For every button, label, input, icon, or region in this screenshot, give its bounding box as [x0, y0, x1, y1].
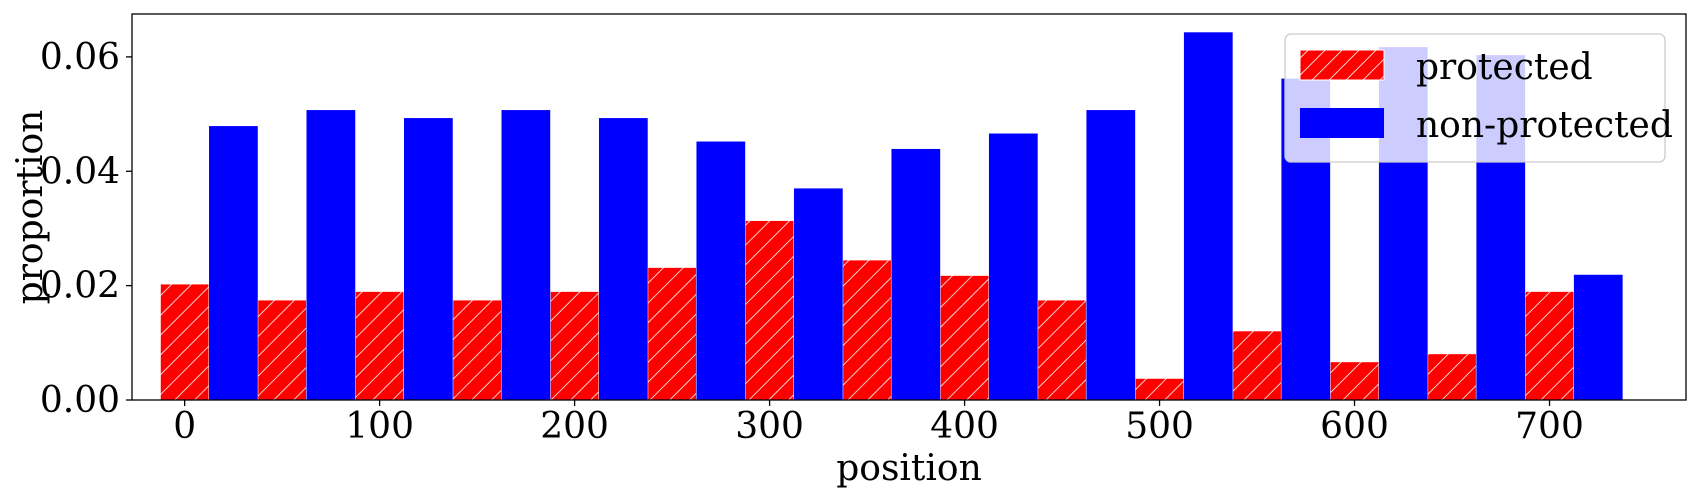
y-tick-label: 0.02: [40, 266, 120, 307]
y-tick-label: 0.06: [40, 37, 120, 78]
bar-non-protected-9: [1086, 110, 1136, 401]
bar-protected-2: [354, 290, 405, 401]
legend: protected non-protected: [1284, 33, 1673, 163]
bar-protected-3: [452, 299, 502, 401]
x-tick-label: 400: [930, 406, 999, 447]
x-tick-label: 100: [345, 406, 414, 447]
bar-non-protected-1: [306, 110, 356, 401]
plot-frame: [131, 13, 1687, 401]
bar-non-protected-6: [793, 188, 843, 400]
bar-protected-5: [647, 266, 697, 401]
bar-non-protected-4: [598, 118, 648, 401]
legend-swatch-non-protected: [1300, 108, 1384, 138]
legend-label-protected: protected: [1416, 47, 1593, 88]
bar-protected-7: [842, 259, 892, 401]
x-axis-label: position: [836, 448, 982, 489]
bar-non-protected-14: [1573, 274, 1623, 400]
x-tick-label: 300: [735, 406, 804, 447]
y-tick-label: 0.00: [40, 380, 120, 421]
bar-protected-0: [159, 283, 210, 401]
bar-protected-1: [257, 299, 308, 401]
bar-non-protected-5: [696, 141, 746, 401]
bar-protected-14: [1524, 290, 1575, 401]
x-tick-label: 500: [1125, 406, 1194, 447]
bar-non-protected-0: [209, 126, 258, 401]
y-tick-label: 0.04: [40, 151, 120, 192]
bar-protected-8: [939, 274, 990, 401]
bar-protected-4: [549, 290, 600, 401]
bars-layer: [159, 32, 1623, 401]
bar-protected-6: [744, 219, 795, 401]
bar-non-protected-10: [1183, 32, 1233, 401]
y-axis: 0.00 0.02 0.04 0.06: [40, 37, 132, 421]
x-tick-label: 200: [540, 406, 609, 447]
x-tick-label: 700: [1515, 406, 1584, 447]
x-tick-label: 0: [173, 406, 196, 447]
legend-swatch-protected: [1299, 49, 1385, 81]
bar-non-protected-2: [403, 118, 453, 401]
y-axis-label: proportion: [10, 110, 51, 305]
x-axis: 0 100 200 300 400 500 600 700: [173, 400, 1584, 447]
bar-non-protected-3: [501, 110, 551, 401]
bar-protected-10: [1134, 377, 1185, 401]
bar-non-protected-8: [988, 133, 1038, 401]
bar-protected-13: [1427, 353, 1477, 401]
x-tick-label: 600: [1320, 406, 1389, 447]
bar-protected-11: [1232, 330, 1282, 401]
bar-non-protected-7: [891, 148, 941, 400]
bar-protected-12: [1329, 361, 1380, 401]
legend-label-non-protected: non-protected: [1416, 105, 1673, 146]
bar-protected-9: [1037, 299, 1087, 401]
